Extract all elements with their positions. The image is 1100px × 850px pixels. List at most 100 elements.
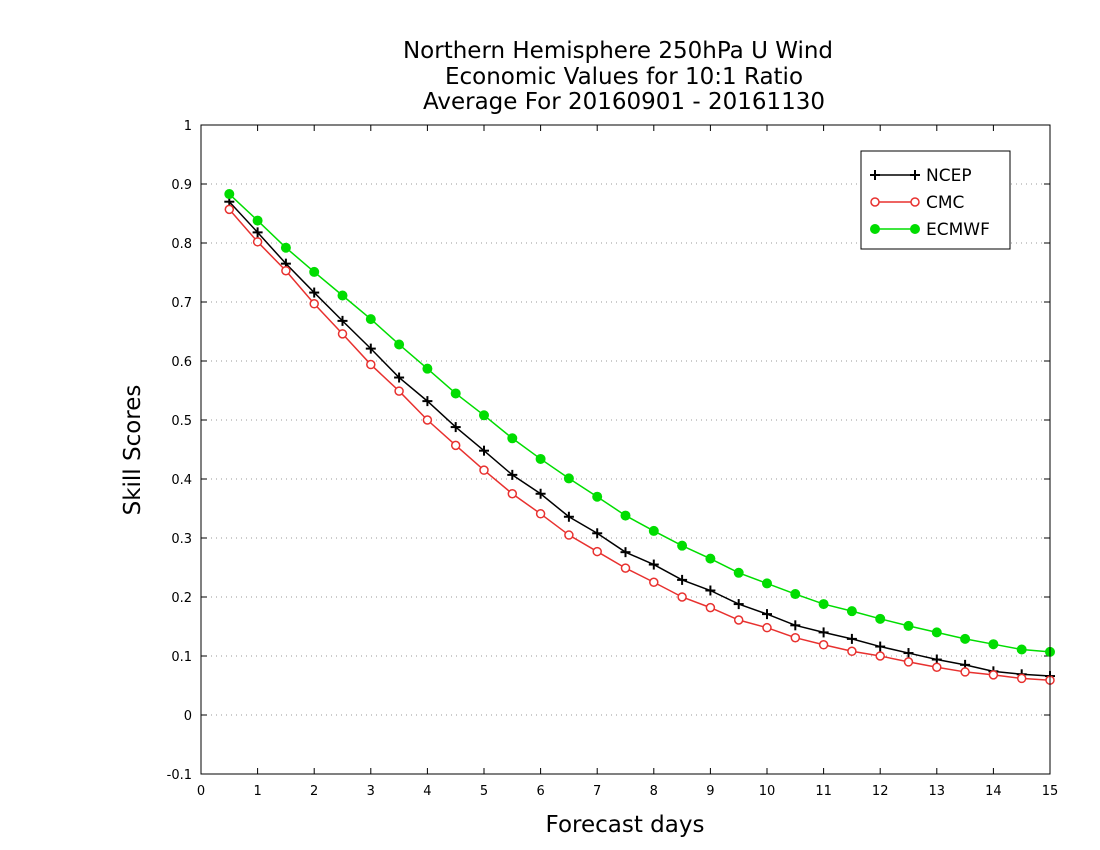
data-point-ncep xyxy=(592,528,603,539)
plot-area-frame xyxy=(200,124,1051,775)
data-point-cmc xyxy=(649,577,659,587)
chart-title: Northern Hemisphere 250hPa U Wind Econom… xyxy=(403,38,833,115)
data-point-ncep xyxy=(818,627,829,638)
data-point-cmc xyxy=(507,489,518,499)
x-tick-label: 9 xyxy=(706,784,714,799)
x-tick-label: 4 xyxy=(423,784,431,799)
data-point-cmc xyxy=(252,237,263,247)
x-axis-label: Forecast days xyxy=(546,812,705,838)
series-line-ecmwf xyxy=(228,193,1051,653)
chart-title-line-2: Economic Values for 10:1 Ratio xyxy=(445,64,803,90)
legend-marker-ecmwf xyxy=(910,224,920,234)
data-point-ecmwf xyxy=(507,433,518,444)
data-point-ncep xyxy=(394,372,405,383)
legend-box xyxy=(860,150,1011,250)
x-tick-label: 3 xyxy=(367,784,375,799)
data-point-cmc xyxy=(337,329,348,339)
legend-marker-ecmwf xyxy=(870,224,880,234)
data-point-ecmwf xyxy=(931,627,942,638)
data-point-ecmwf xyxy=(818,599,829,610)
data-point-ncep xyxy=(535,488,546,499)
data-point-cmc xyxy=(875,651,885,661)
y-tick-label: 0 xyxy=(184,709,192,724)
data-point-cmc xyxy=(818,640,829,650)
data-point-ncep xyxy=(790,620,801,631)
x-tick-label: 12 xyxy=(872,784,889,799)
data-point-ecmwf xyxy=(648,525,659,536)
data-point-cmc xyxy=(1016,673,1027,684)
data-point-cmc xyxy=(281,265,291,276)
gridlines xyxy=(201,183,1050,716)
data-point-ecmwf xyxy=(733,567,744,578)
legend-item-ncep: NCEP xyxy=(870,166,972,186)
data-point-cmc xyxy=(790,632,801,643)
data-point-ecmwf xyxy=(790,589,801,600)
series-cmc xyxy=(224,204,1055,685)
legend: NCEP CMC ECMWF xyxy=(860,150,1011,250)
data-point-ncep xyxy=(705,585,716,596)
data-point-ncep xyxy=(365,343,376,354)
data-point-cmc xyxy=(762,622,772,633)
series-ecmwf xyxy=(224,189,1055,657)
data-point-ecmwf xyxy=(252,215,263,226)
y-tick-label: 0.6 xyxy=(171,355,192,370)
data-point-ncep xyxy=(762,609,772,620)
data-point-ecmwf xyxy=(677,540,688,551)
data-point-ecmwf xyxy=(903,620,914,631)
data-point-cmc xyxy=(224,204,235,215)
data-point-cmc xyxy=(535,509,546,519)
chart-title-line-1: Northern Hemisphere 250hPa U Wind xyxy=(403,38,833,64)
x-tick-label: 7 xyxy=(593,784,601,799)
data-point-cmc xyxy=(422,415,433,425)
legend-marker-ncep xyxy=(870,170,880,180)
data-point-ecmwf xyxy=(1016,644,1027,655)
axis-ticks: -0.100.10.20.30.40.50.60.70.80.910 1 2 3 4 5 6… xyxy=(167,119,1059,799)
data-point-cmc xyxy=(847,646,857,657)
series-line-cmc xyxy=(228,208,1051,681)
data-point-ecmwf xyxy=(280,242,291,253)
x-tick-label: 14 xyxy=(985,784,1002,799)
series-ncep xyxy=(224,196,1055,682)
y-tick-label: 0.8 xyxy=(171,237,192,252)
data-point-ncep xyxy=(252,227,263,238)
data-point-cmc xyxy=(988,670,999,680)
data-point-ncep xyxy=(422,396,433,407)
y-tick-label: 0.7 xyxy=(171,296,192,311)
data-point-cmc xyxy=(309,299,319,309)
legend-marker-cmc xyxy=(910,197,920,207)
data-point-ecmwf xyxy=(309,266,320,277)
legend-label-cmc: CMC xyxy=(926,193,964,213)
data-point-ecmwf xyxy=(479,410,489,421)
data-point-ncep xyxy=(479,445,489,456)
legend-marker-cmc xyxy=(870,197,880,207)
data-point-ecmwf xyxy=(422,363,433,374)
data-point-ecmwf xyxy=(846,606,857,617)
data-point-ecmwf xyxy=(394,339,405,350)
data-point-ncep xyxy=(733,599,744,610)
data-point-cmc xyxy=(366,359,376,370)
x-tick-label: 1 xyxy=(253,784,261,799)
data-point-cmc xyxy=(564,530,574,540)
y-axis-label: Skill Scores xyxy=(120,385,146,516)
series-line-ncep xyxy=(228,201,1051,677)
data-point-ncep xyxy=(507,469,518,480)
x-tick-label: 10 xyxy=(759,784,776,799)
legend-item-cmc: CMC xyxy=(870,193,964,213)
x-tick-label: 11 xyxy=(815,784,832,799)
data-point-cmc xyxy=(903,657,914,667)
legend-item-ecmwf: ECMWF xyxy=(870,220,990,240)
legend-label-ncep: NCEP xyxy=(926,166,972,186)
y-tick-label: 0.1 xyxy=(171,650,192,665)
legend-label-ecmwf: ECMWF xyxy=(926,220,990,240)
y-tick-label: -0.1 xyxy=(167,768,192,783)
x-tick-label: 2 xyxy=(310,784,318,799)
data-point-ncep xyxy=(309,287,320,298)
data-point-ecmwf xyxy=(762,578,772,589)
data-point-cmc xyxy=(394,386,404,396)
y-tick-label: 1 xyxy=(184,119,192,134)
data-point-ecmwf xyxy=(592,491,603,502)
y-tick-label: 0.4 xyxy=(171,473,192,488)
x-tick-label: 13 xyxy=(929,784,946,799)
data-point-ecmwf xyxy=(620,510,631,521)
data-point-ncep xyxy=(450,422,461,433)
